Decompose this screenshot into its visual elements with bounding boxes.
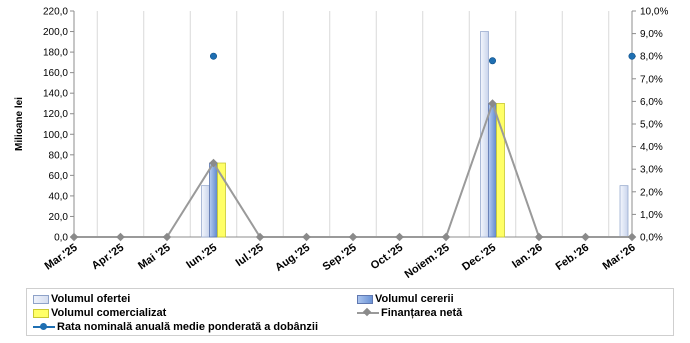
bar-volumul-comercializat [496, 103, 505, 238]
point-finantarea-neta [162, 232, 172, 242]
y-tick-label-left: 160,0 [43, 68, 68, 79]
y-tick-label-right: 1,0% [640, 210, 663, 221]
x-tick-label: Ian.'26 [510, 242, 545, 271]
bar-volumul-cererii [488, 103, 497, 238]
legend-item-cereri: Volumul cererii [357, 292, 454, 306]
y-tick-label-right: 4,0% [640, 142, 663, 153]
point-finantarea-neta [302, 232, 311, 242]
y-tick-label-right: 0,0% [640, 233, 663, 244]
y-tick-label-left: 200,0 [43, 27, 68, 38]
legend-marker-rata [33, 322, 55, 332]
x-tick-label: Iun.'25 [184, 242, 219, 272]
y-tick-label-left: 60,0 [49, 171, 69, 182]
point-finantarea-neta [488, 99, 497, 108]
point-finantarea-neta [116, 232, 125, 242]
x-tick-label: Aug.'25 [273, 242, 312, 274]
bar-volumul-ofertei [619, 185, 629, 238]
legend-label-cereri: Volumul cererii [375, 293, 454, 305]
x-tick-label: Oct.'25 [369, 242, 406, 273]
x-tick-label: Mai '25 [136, 242, 173, 273]
x-tick-label: Dec.'25 [460, 242, 498, 274]
y-axis-title: Milioane lei [14, 97, 25, 151]
y-tick-label-left: 20,0 [49, 212, 69, 223]
y-tick-label-right: 7,0% [640, 74, 663, 85]
legend-label-rata: Rata nominală anuală medie ponderată a d… [57, 321, 319, 333]
point-finantarea-neta [627, 232, 637, 242]
legend-item-oferte: Volumul ofertei [33, 292, 130, 306]
x-tick-label: Noiem.'25 [403, 242, 452, 281]
point-finantarea-neta [209, 158, 218, 168]
legend-item-comercializat: Volumul comercializat [33, 306, 166, 320]
point-finantarea-neta [255, 232, 265, 242]
legend-label-oferte: Volumul ofertei [51, 293, 131, 305]
point-finantarea-neta [534, 232, 544, 242]
point-finantarea-neta [395, 232, 404, 242]
x-tick-label: Mar.'26 [601, 242, 638, 273]
legend-label-comercializat: Volumul comercializat [51, 307, 167, 319]
x-tick-label: Mar.'25 [43, 242, 80, 273]
y-tick-label-left: 0,0 [54, 233, 68, 244]
point-finantarea-neta [441, 232, 451, 242]
bar-volumul-ofertei [201, 185, 210, 238]
y-tick-label-left: 120,0 [43, 109, 68, 120]
point-finantarea-neta [69, 232, 79, 242]
legend-marker-finantare [357, 308, 379, 318]
y-tick-label-left: 100,0 [43, 130, 68, 141]
y-tick-label-right: 2,0% [640, 187, 663, 198]
line-finantarea-neta [74, 100, 632, 238]
bar-volumul-comercializat [217, 162, 226, 238]
y-tick-label-left: 140,0 [43, 89, 68, 100]
bar-volumul-cererii [209, 162, 218, 238]
point-finantarea-neta [348, 232, 358, 242]
x-tick-label: Feb.'26 [554, 242, 592, 273]
legend-label-finantare: Finanțarea netă [381, 307, 463, 319]
legend-item-finantare: Finanțarea netă [357, 306, 462, 320]
point-rata-dobanzii [488, 57, 496, 65]
y-tick-label-left: 180,0 [43, 48, 68, 59]
y-tick-label-right: 5,0% [640, 120, 663, 131]
legend-item-rata: Rata nominală anuală medie ponderată a d… [33, 320, 318, 334]
y-tick-label-left: 80,0 [49, 150, 69, 161]
y-tick-label-right: 6,0% [640, 97, 663, 108]
y-tick-label-right: 3,0% [640, 165, 663, 176]
y-tick-label-right: 8,0% [640, 52, 663, 63]
legend: Volumul ofertei Volumul cererii Volumul … [26, 288, 674, 336]
y-tick-label-right: 10,0% [640, 7, 668, 18]
point-rata-dobanzii [628, 52, 636, 60]
point-rata-dobanzii [210, 52, 218, 60]
legend-swatch-comercializat [33, 308, 49, 318]
x-tick-label: Sep.'25 [321, 242, 359, 274]
point-finantarea-neta [581, 232, 590, 242]
y-tick-label-left: 220,0 [43, 7, 68, 18]
x-tick-label: Apr.'25 [90, 242, 127, 273]
y-tick-label-right: 9,0% [640, 29, 663, 40]
y-tick-label-left: 40,0 [49, 191, 69, 202]
legend-swatch-cereri [357, 294, 373, 304]
x-tick-label: Iul.'25 [234, 242, 266, 269]
legend-swatch-oferte [33, 294, 49, 304]
